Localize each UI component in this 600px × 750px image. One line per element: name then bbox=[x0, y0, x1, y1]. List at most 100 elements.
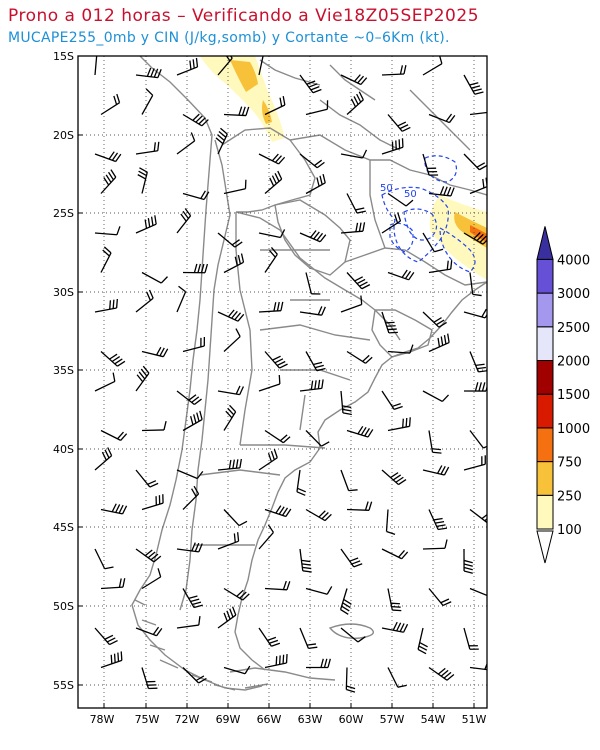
wind-barb bbox=[182, 410, 203, 432]
wind-barb bbox=[258, 627, 281, 647]
wind-barb bbox=[182, 588, 203, 609]
wind-barb bbox=[182, 263, 209, 274]
wind-barb bbox=[100, 651, 123, 669]
wind-barb bbox=[182, 667, 207, 684]
wind-barb bbox=[223, 587, 250, 601]
cape-shading-north bbox=[200, 56, 285, 142]
cin-contours bbox=[381, 155, 476, 273]
wind-barb bbox=[141, 271, 168, 284]
lon-label: 60W bbox=[339, 713, 364, 726]
wind-barb bbox=[100, 93, 121, 116]
wind-barb bbox=[182, 113, 209, 127]
wind-barb bbox=[141, 88, 154, 115]
wind-barb bbox=[94, 151, 122, 163]
wind-barb bbox=[176, 616, 201, 629]
wind-barb bbox=[381, 548, 409, 560]
wind-barb bbox=[100, 351, 126, 367]
map-subtitle: MUCAPE255_0mb y CIN (J/kg,somb) y Cortan… bbox=[8, 30, 450, 46]
wind-barb bbox=[264, 351, 288, 369]
wind-barb bbox=[182, 336, 206, 353]
wind-barb bbox=[299, 548, 312, 573]
longitude-axis: 78W 75W 72W 69W 66W 63W 60W 57W 54W 51W bbox=[90, 713, 487, 726]
wind-barb bbox=[340, 390, 352, 416]
wind-barb bbox=[463, 548, 473, 574]
wind-barb bbox=[264, 505, 292, 518]
latitude-ticks bbox=[78, 55, 83, 686]
lon-label: 75W bbox=[135, 713, 160, 726]
wind-barb bbox=[422, 539, 448, 550]
wind-barb bbox=[381, 311, 398, 334]
wind-barb bbox=[306, 658, 331, 669]
wind-barb bbox=[346, 501, 373, 511]
wind-barb bbox=[94, 548, 114, 570]
wind-barb bbox=[223, 328, 241, 352]
lat-label: 50S bbox=[53, 600, 74, 613]
wind-barb bbox=[264, 580, 291, 591]
lon-label: 78W bbox=[90, 713, 115, 726]
wind-barb bbox=[346, 425, 374, 438]
wind-barb bbox=[217, 385, 245, 396]
longitude-ticks bbox=[103, 703, 475, 708]
wind-barb bbox=[137, 167, 148, 194]
wind-barb bbox=[463, 455, 486, 471]
wind-barb bbox=[422, 232, 444, 253]
wind-barb bbox=[428, 186, 455, 197]
lat-label: 15S bbox=[53, 50, 74, 63]
wind-barb bbox=[305, 351, 326, 372]
wind-barb bbox=[176, 285, 187, 313]
wind-barb bbox=[135, 469, 159, 488]
wind-barb bbox=[463, 627, 479, 650]
wind-barb bbox=[258, 449, 278, 471]
wind-barb bbox=[182, 190, 210, 201]
wind-barb bbox=[422, 311, 447, 328]
wind-barb bbox=[428, 113, 456, 124]
wind-barb bbox=[299, 627, 318, 649]
wind-barb bbox=[135, 141, 160, 155]
lat-label: 25S bbox=[53, 207, 74, 220]
wind-barb bbox=[176, 57, 199, 76]
wind-barb bbox=[264, 170, 283, 194]
lat-label: 55S bbox=[53, 679, 74, 692]
lon-label: 66W bbox=[257, 713, 282, 726]
wind-barb bbox=[258, 524, 274, 550]
country-borders bbox=[131, 56, 487, 691]
wind-barb bbox=[264, 653, 288, 669]
wind-barb bbox=[381, 138, 404, 155]
wind-barb bbox=[339, 588, 352, 615]
lat-label: 40S bbox=[53, 443, 74, 456]
wind-barb bbox=[223, 253, 245, 274]
wind-barb bbox=[469, 508, 487, 524]
wind-barb bbox=[422, 153, 439, 176]
map-title: Prono a 012 horas – Verificando a Vie18Z… bbox=[8, 6, 480, 26]
wind-barb bbox=[305, 586, 333, 595]
wind-barb bbox=[258, 374, 281, 392]
wind-barb bbox=[387, 192, 414, 207]
wind-barb bbox=[387, 667, 407, 688]
wind-barb bbox=[141, 346, 169, 358]
wind-barb bbox=[176, 542, 203, 553]
wind-barb bbox=[346, 193, 366, 214]
lon-label: 51W bbox=[462, 713, 487, 726]
wind-barb bbox=[94, 627, 118, 646]
lat-label: 35S bbox=[53, 364, 74, 377]
wind-barb bbox=[217, 606, 237, 629]
lon-label: 72W bbox=[175, 713, 200, 726]
wind-barb bbox=[299, 230, 327, 243]
lon-label: 57W bbox=[380, 713, 405, 726]
wind-barb bbox=[387, 269, 415, 281]
wind-barb bbox=[387, 417, 411, 432]
wind-barb bbox=[135, 215, 157, 234]
wind-barb bbox=[296, 469, 306, 496]
wind-barb bbox=[428, 260, 453, 274]
wind-barb bbox=[299, 306, 326, 316]
wind-barb bbox=[141, 568, 162, 590]
wind-barb bbox=[100, 169, 117, 194]
wind-barb bbox=[100, 578, 126, 590]
wind-barb bbox=[305, 272, 321, 295]
wind-barb bbox=[223, 179, 247, 195]
wind-barb bbox=[141, 667, 158, 690]
lon-label: 69W bbox=[216, 713, 241, 726]
wind-barbs bbox=[94, 56, 487, 693]
wind-barb bbox=[428, 333, 450, 353]
